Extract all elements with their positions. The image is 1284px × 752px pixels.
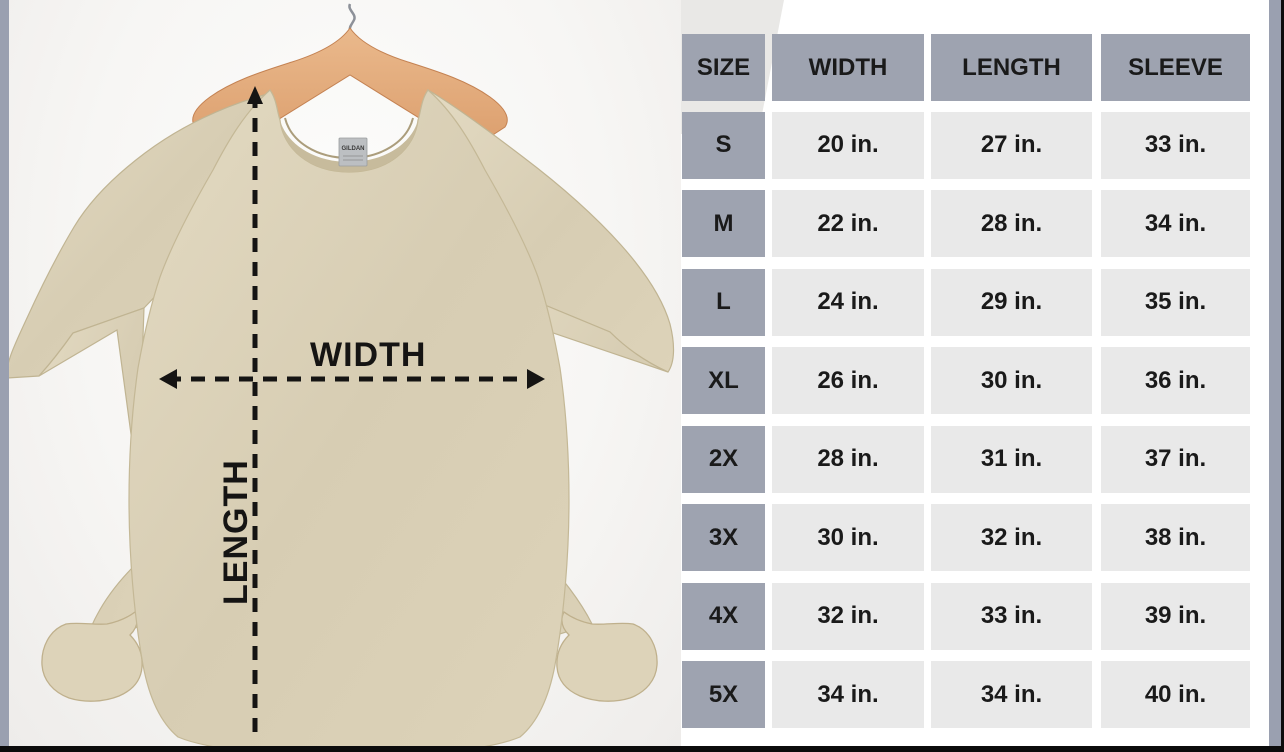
svg-text:LENGTH: LENGTH [217,459,255,605]
svg-text:GILDAN: GILDAN [342,146,365,152]
svg-text:WIDTH: WIDTH [310,336,426,374]
